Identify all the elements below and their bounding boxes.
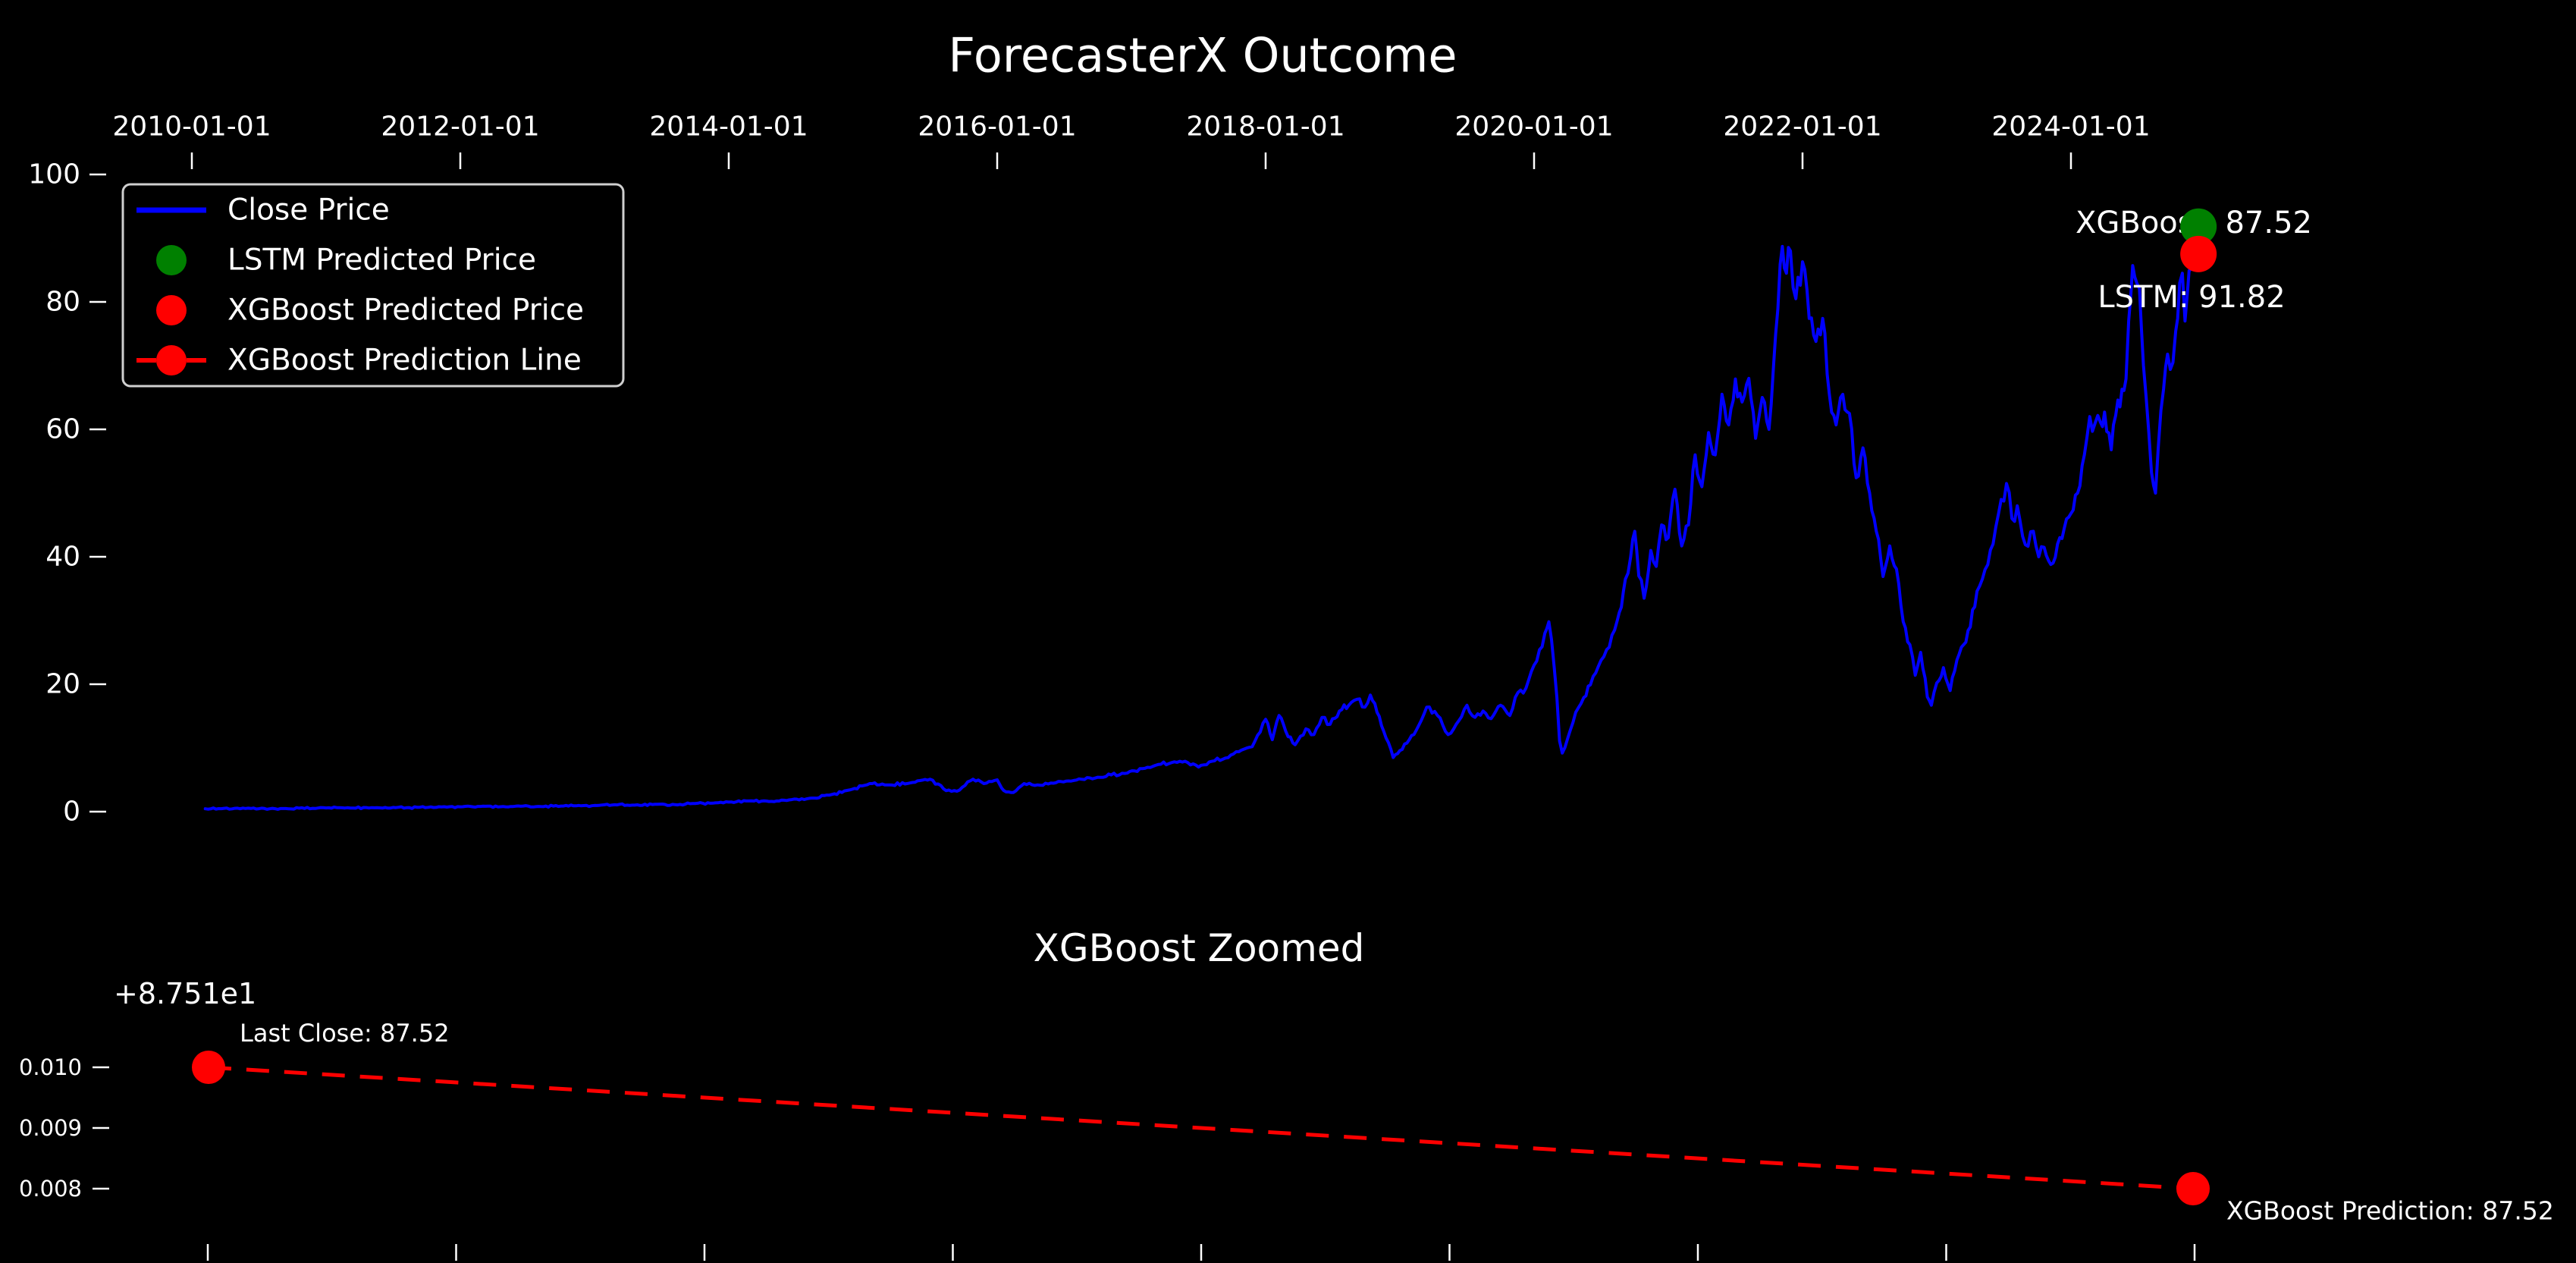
legend-item-label: XGBoost Prediction Line [227,344,582,378]
xgboost-predicted-dot [2180,235,2217,272]
legend-item-label: XGBoost Predicted Price [227,294,584,328]
legend-dash-dot-swatch [156,345,187,375]
xgboost-prediction-dashed-line [208,1065,2194,1191]
x-tick-label: 2018-01-01 [1186,112,1344,143]
close-price-series [203,244,2196,811]
last-close-dot [192,1051,225,1084]
lstm-predicted-dot [2180,208,2217,245]
x-tick-label: 2012-01-01 [381,112,539,143]
legend: Close Price LSTM Predicted Price XGBoost P… [121,183,625,388]
x-tick-label: 2014-01-01 [649,112,808,143]
legend-box [121,183,625,388]
prediction-dots [2180,208,2217,272]
x-tick-label: 2016-01-01 [918,112,1076,143]
main-x-y-axes: 2010-01-01 2012-01-01 2014-01-01 2016-01-01… [28,112,2150,828]
zoom-y-tick-label: 0.009 [19,1115,82,1141]
legend-item-label: Close Price [227,193,390,228]
last-close-annotation: Last Close: 87.52 [240,1019,450,1048]
legend-item-label: LSTM Predicted Price [227,243,536,278]
y-tick-label: 20 [45,669,80,700]
y-tick-label: 80 [45,287,80,318]
legend-dot-swatch [156,295,187,325]
lstm-annotation: LSTM: 91.82 [2098,280,2285,315]
y-tick-label: 0 [63,796,80,828]
xgboost-prediction-dot [2176,1172,2210,1205]
y-tick-label: 40 [45,542,80,573]
zoom-chart-title: XGBoost Zoomed [1034,926,1365,970]
x-tick-label: 2024-01-01 [1991,112,2150,143]
x-tick-label: 2010-01-01 [112,112,271,143]
zoom-y-tick-label: 0.008 [19,1176,82,1202]
legend-dot-swatch [156,245,187,275]
x-tick-label: 2022-01-01 [1723,112,1881,143]
xgboost-prediction-annotation: XGBoost Prediction: 87.52 [2226,1196,2554,1226]
main-chart-title: ForecasterX Outcome [948,28,1457,83]
axis-offset-label: +8.751e1 [114,977,256,1010]
xgboost-prediction-line-series [192,1051,2210,1205]
zoom-y-tick-label: 0.010 [19,1054,82,1080]
x-tick-label: 2020-01-01 [1454,112,1613,143]
close-price-line [203,244,2196,811]
zoom-axes: 0.010 0.009 0.008 [19,1054,2196,1261]
y-tick-label: 60 [45,414,80,445]
y-tick-label: 100 [28,159,80,190]
